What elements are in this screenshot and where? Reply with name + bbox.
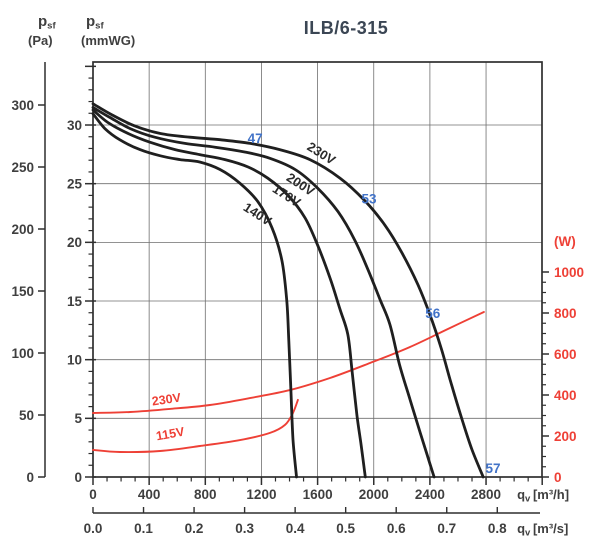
svg-text:400: 400 xyxy=(554,388,577,403)
svg-text:psf: psf xyxy=(86,13,104,32)
svg-text:0.2: 0.2 xyxy=(185,521,204,536)
svg-text:0.5: 0.5 xyxy=(336,521,355,536)
svg-text:0.0: 0.0 xyxy=(84,521,103,536)
svg-text:0: 0 xyxy=(89,487,97,502)
svg-text:2400: 2400 xyxy=(415,487,445,502)
svg-text:0.6: 0.6 xyxy=(387,521,406,536)
svg-text:0.8: 0.8 xyxy=(488,521,507,536)
svg-text:(Pa): (Pa) xyxy=(28,33,53,48)
svg-text:0: 0 xyxy=(554,470,562,485)
pa-axis: 0 50 100 150 200 250 300 xyxy=(11,62,46,485)
svg-text:115V: 115V xyxy=(155,425,186,444)
m3h-axis: 0 400 800 1200 1600 2000 2400 2800 qv [m³/h] xyxy=(89,477,569,505)
svg-text:qv [m³/s]: qv [m³/s] xyxy=(517,521,568,539)
svg-text:150: 150 xyxy=(11,284,34,299)
svg-text:2800: 2800 xyxy=(471,487,501,502)
svg-text:47: 47 xyxy=(248,131,263,146)
svg-text:50: 50 xyxy=(19,408,34,423)
svg-text:230V: 230V xyxy=(305,139,339,168)
svg-text:0.4: 0.4 xyxy=(286,521,305,536)
svg-text:300: 300 xyxy=(11,98,34,113)
svg-text:56: 56 xyxy=(425,306,441,321)
svg-text:57: 57 xyxy=(486,461,501,476)
svg-text:10: 10 xyxy=(67,352,82,367)
chart-title: ILB/6-315 xyxy=(303,18,389,38)
svg-text:5: 5 xyxy=(74,411,82,426)
svg-text:25: 25 xyxy=(67,176,83,191)
m3s-axis: 0.0 0.1 0.2 0.3 0.4 0.5 0.6 0.7 0.8 qv [m³/s] xyxy=(84,507,568,539)
svg-text:250: 250 xyxy=(11,160,34,175)
svg-text:0.1: 0.1 xyxy=(134,521,153,536)
svg-text:1200: 1200 xyxy=(246,487,276,502)
svg-text:800: 800 xyxy=(194,487,217,502)
svg-text:(mmWG): (mmWG) xyxy=(81,33,135,48)
svg-text:230V: 230V xyxy=(151,390,183,408)
svg-text:0.3: 0.3 xyxy=(235,521,254,536)
svg-text:2000: 2000 xyxy=(359,487,389,502)
svg-text:15: 15 xyxy=(67,294,83,309)
svg-text:400: 400 xyxy=(138,487,161,502)
svg-text:53: 53 xyxy=(361,192,377,207)
watt-axis: 0 200 400 600 800 1000 (W) xyxy=(542,234,584,485)
svg-text:30: 30 xyxy=(67,118,82,133)
svg-text:(W): (W) xyxy=(554,234,576,249)
svg-text:qv [m³/h]: qv [m³/h] xyxy=(517,487,569,505)
mmwg-axis: 0 5 10 15 20 25 30 xyxy=(67,65,96,485)
svg-text:20: 20 xyxy=(67,235,82,250)
svg-text:0.7: 0.7 xyxy=(437,521,456,536)
svg-text:0: 0 xyxy=(26,470,34,485)
axis-headers: psf(Pa)psf(mmWG) xyxy=(28,13,135,48)
svg-text:200: 200 xyxy=(11,222,34,237)
noise-annotations: 47 53 56 57 xyxy=(248,131,501,476)
svg-text:1600: 1600 xyxy=(303,487,333,502)
svg-text:200: 200 xyxy=(554,429,577,444)
svg-text:0: 0 xyxy=(74,470,82,485)
svg-text:600: 600 xyxy=(554,347,577,362)
svg-text:1000: 1000 xyxy=(554,265,584,280)
svg-text:psf: psf xyxy=(38,13,56,32)
svg-text:800: 800 xyxy=(554,306,577,321)
svg-text:100: 100 xyxy=(11,346,34,361)
grid-lines xyxy=(93,62,542,477)
